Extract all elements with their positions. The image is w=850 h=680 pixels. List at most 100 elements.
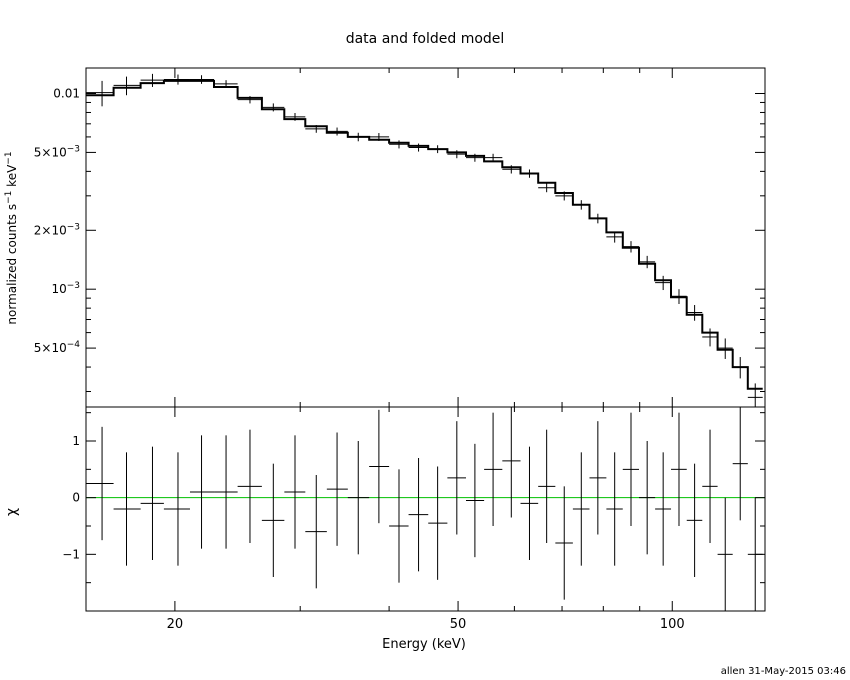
residuals-frame <box>85 406 766 612</box>
data-point <box>606 231 623 243</box>
y-tick-mantissa: 10 <box>51 282 66 296</box>
residual-point <box>113 452 141 566</box>
residual-point <box>261 463 285 577</box>
residual-ticks: 20 50 100 1 0 −1 <box>62 407 765 632</box>
x-tick-label: 20 <box>167 617 184 632</box>
residual-point <box>484 412 503 526</box>
footer-timestamp: allen 31-May-2015 03:46 <box>721 666 846 677</box>
data-point <box>465 153 485 162</box>
model-step-line <box>86 79 763 390</box>
residual-point <box>717 497 733 611</box>
data-point <box>305 125 327 133</box>
spectrum-y-ticks: 0.015×10−32×10−310−35×10−4 <box>34 87 765 393</box>
data-point <box>261 103 285 112</box>
residual-points <box>86 407 763 611</box>
residual-point <box>214 435 238 549</box>
residual-point <box>86 426 114 541</box>
residual-point <box>622 412 640 526</box>
data-point <box>484 153 503 162</box>
data-point <box>686 305 703 321</box>
residual-point <box>639 441 656 555</box>
data-point <box>389 140 409 149</box>
chi-tick-label: 0 <box>72 491 80 505</box>
data-point <box>428 145 448 154</box>
data-point <box>408 143 429 152</box>
residual-point <box>284 435 306 549</box>
residuals-panel: 20 50 100 1 0 −1 <box>62 406 766 632</box>
x-tick-label: 100 <box>660 617 685 632</box>
y-label-exp1: −1 <box>4 191 14 204</box>
data-point <box>655 275 672 291</box>
x-axis-label: Energy (keV) <box>382 637 466 652</box>
residual-point <box>520 446 539 560</box>
data-points <box>86 73 763 407</box>
y-tick-mantissa: 5×10 <box>34 341 67 355</box>
residual-point <box>555 486 573 600</box>
residual-point <box>702 429 718 543</box>
y-tick-exponent: −3 <box>67 222 80 232</box>
data-point <box>237 96 262 104</box>
data-point <box>732 357 748 379</box>
residual-point <box>465 443 485 558</box>
residual-point <box>408 458 429 572</box>
y-tick-label: 10−3 <box>51 281 80 296</box>
residual-point <box>163 452 190 566</box>
data-point <box>86 80 114 107</box>
y-tick-exponent: −4 <box>67 340 81 350</box>
residual-point <box>237 429 262 543</box>
data-point <box>214 80 238 88</box>
residual-point <box>428 466 448 580</box>
chi-tick-label: −1 <box>62 547 80 561</box>
data-point <box>520 169 539 178</box>
data-point <box>140 73 164 87</box>
y-tick-label: 0.01 <box>53 87 80 101</box>
data-point <box>717 338 733 359</box>
residual-point <box>447 421 466 535</box>
residual-point <box>686 463 703 577</box>
spectrum-y-label: normalized counts s−1 keV−1 <box>4 151 19 324</box>
data-point <box>369 133 390 141</box>
residuals-y-label: χ <box>4 508 20 516</box>
residual-point <box>502 407 521 518</box>
residual-point <box>606 452 623 566</box>
residual-point <box>305 475 327 589</box>
data-point <box>622 241 640 253</box>
data-point <box>163 74 190 85</box>
residual-point <box>732 407 748 521</box>
y-tick-exponent: −3 <box>67 281 80 291</box>
residual-point <box>655 452 672 566</box>
chart-title: data and folded model <box>346 31 505 47</box>
data-point <box>284 113 306 121</box>
residual-point <box>589 421 607 535</box>
model-curve <box>86 79 763 390</box>
y-tick-mantissa: 5×10 <box>34 145 67 159</box>
residual-point <box>538 429 556 543</box>
y-tick-mantissa: 2×10 <box>34 223 67 237</box>
x-tick-label: 50 <box>450 617 467 632</box>
residual-point <box>389 469 409 583</box>
y-tick-label: 2×10−3 <box>34 222 80 237</box>
data-point <box>502 165 521 174</box>
residual-point <box>572 452 590 566</box>
data-point <box>747 383 763 407</box>
y-tick-label: 5×10−3 <box>34 144 80 159</box>
data-point <box>347 132 370 142</box>
data-point <box>589 213 607 224</box>
y-tick-exponent: −3 <box>67 144 80 154</box>
data-point <box>639 255 656 269</box>
residual-point <box>369 409 390 524</box>
data-point <box>326 127 348 136</box>
data-point <box>572 200 590 210</box>
residual-point <box>671 412 687 526</box>
data-point <box>538 183 556 193</box>
residual-point <box>140 446 164 560</box>
chi-tick-label: 1 <box>72 434 80 448</box>
residual-point <box>326 432 348 546</box>
data-point <box>189 75 215 84</box>
data-point <box>702 328 718 347</box>
y-label-base: normalized counts s <box>5 204 19 325</box>
spectrum-x-ticks <box>174 68 673 407</box>
data-point <box>671 289 687 305</box>
residual-point <box>347 441 370 555</box>
